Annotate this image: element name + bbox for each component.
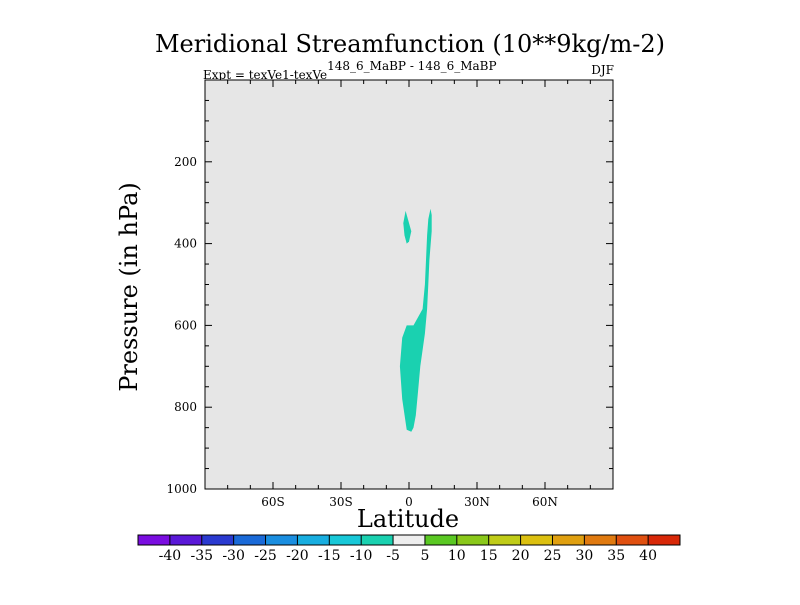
colorbar-swatch: [138, 535, 171, 545]
subtitle-prefix: Expt = texVe1-texVe: [203, 68, 327, 82]
axis-ticks: 60S 30S 0 30N 60N 200 400 600 800 1000: [166, 80, 613, 509]
contour-region-1: [403, 210, 412, 244]
colorbar-swatch: [648, 535, 681, 545]
colorbar-label: 30: [575, 548, 593, 564]
x-axis-title: Latitude: [357, 505, 459, 533]
y-tick-label: 200: [174, 155, 197, 169]
colorbar-swatch: [552, 535, 585, 545]
colorbar-label: 35: [607, 548, 625, 564]
colorbar-label: 20: [512, 548, 530, 564]
colorbar-frame: [137, 534, 681, 546]
colorbar-swatch: [201, 535, 234, 545]
colorbar-swatch: [584, 535, 617, 545]
x-tick-label: 0: [405, 495, 413, 509]
colorbar-swatch: [616, 535, 649, 545]
colorbar-label: 5: [420, 548, 429, 564]
colorbar-swatch: [456, 535, 489, 545]
chart-subtitle-left: Expt = texVe1-texVe148_6_MaBP - 148_6_Ma…: [203, 59, 497, 82]
y-tick-label: 1000: [166, 482, 197, 496]
chart-subtitle-right: DJF: [591, 63, 614, 77]
colorbar-label: 15: [480, 548, 498, 564]
subtitle-superscript: 148_6_MaBP - 148_6_MaBP: [327, 59, 496, 73]
colorbar-label: 10: [448, 548, 466, 564]
x-tick-label: 30S: [329, 495, 353, 509]
colorbar-label: -20: [286, 548, 309, 564]
colorbar-swatch: [265, 535, 298, 545]
filled-regions: [399, 208, 432, 432]
contour-region-0: [399, 208, 432, 432]
colorbar: -40 -35 -30 -25 -20 -15 -10 -5 5 10 15 20 25 30 35 40: [137, 534, 681, 564]
colorbar-label: 25: [544, 548, 562, 564]
colorbar-label: -15: [318, 548, 341, 564]
colorbar-swatch: [233, 535, 266, 545]
colorbar-swatch: [329, 535, 362, 545]
colorbar-swatch: [488, 535, 521, 545]
x-tick-label: 60S: [261, 495, 285, 509]
x-tick-label: 30N: [464, 495, 490, 509]
colorbar-swatch: [361, 535, 394, 545]
colorbar-label: -10: [350, 548, 373, 564]
colorbar-label: -25: [254, 548, 277, 564]
y-tick-label: 400: [174, 237, 197, 251]
colorbar-swatch: [393, 535, 426, 545]
colorbar-label: -5: [386, 548, 400, 564]
y-tick-label: 800: [174, 400, 197, 414]
y-tick-label: 600: [174, 318, 197, 332]
colorbar-swatch: [169, 535, 203, 545]
colorbar-label: -40: [159, 548, 182, 564]
y-axis-title: Pressure (in hPa): [115, 182, 143, 392]
colorbar-label: 40: [639, 548, 657, 564]
colorbar-swatch: [520, 535, 553, 545]
colorbar-label: -35: [191, 548, 214, 564]
chart-title: Meridional Streamfunction (10**9kg/m-2): [155, 30, 665, 58]
colorbar-swatch: [297, 535, 330, 545]
colorbar-label: -30: [222, 548, 245, 564]
x-tick-label: 60N: [532, 495, 558, 509]
colorbar-swatch: [424, 535, 458, 545]
